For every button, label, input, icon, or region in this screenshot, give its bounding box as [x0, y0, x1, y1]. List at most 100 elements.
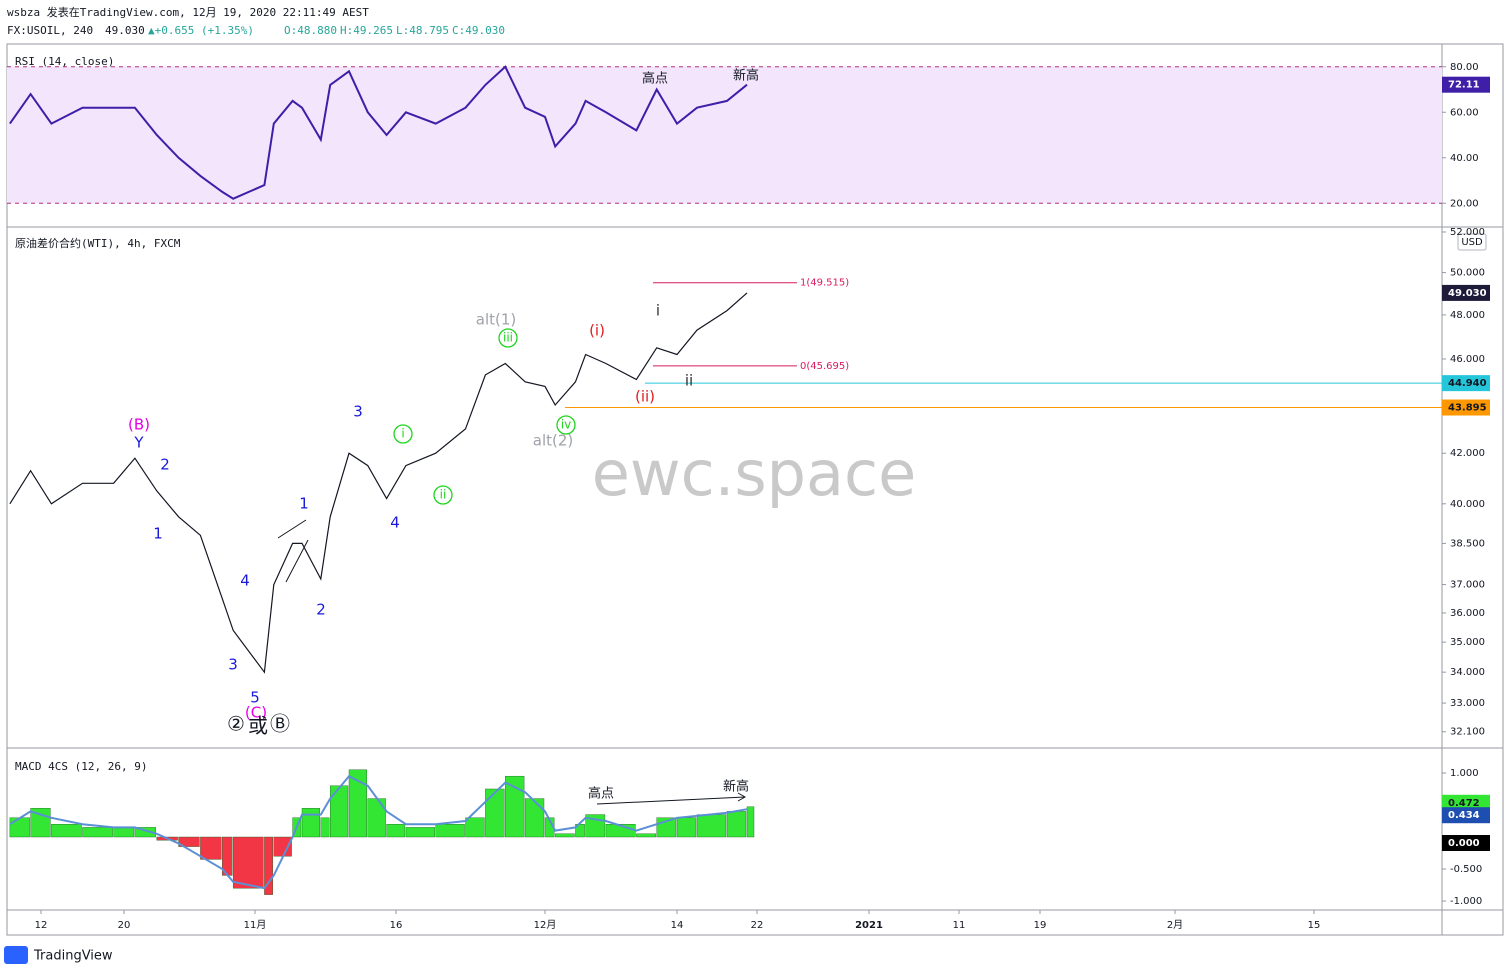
histogram-bar: [726, 811, 747, 838]
x-tick-label: 19: [1034, 920, 1047, 931]
histogram-bar: [505, 775, 525, 838]
price-tag: [1442, 399, 1490, 416]
histogram-bar: [367, 798, 386, 838]
line: [9, 65, 748, 200]
histogram-bar: [264, 836, 273, 895]
y-tick-label: 60.00: [1450, 107, 1479, 118]
ohlc: C:49.030: [452, 24, 505, 37]
wave-label: 2: [316, 601, 326, 619]
wave-label: 新高: [723, 779, 749, 795]
histogram-bar: [554, 833, 575, 838]
wave-label: Ⓑ: [270, 712, 290, 736]
price-tag-label: 0.434: [1448, 810, 1480, 821]
x-tick-label: 15: [1308, 920, 1321, 931]
wave-label: ii: [685, 372, 693, 390]
wave-label: 3: [353, 403, 363, 421]
histogram-bar: [178, 836, 200, 847]
histogram-bar: [696, 814, 727, 838]
histogram-bar: [301, 807, 320, 838]
y-tick-label: 42.000: [1450, 448, 1485, 459]
y-tick-label: 33.000: [1450, 698, 1485, 709]
currency: USD: [1461, 237, 1483, 248]
wave-label: (B): [128, 416, 150, 434]
histogram-bar: [113, 827, 135, 838]
line: [9, 292, 748, 674]
price-tag-label: 0.000: [1448, 838, 1480, 849]
arrow-head: [737, 792, 747, 802]
wave-label: 4: [240, 572, 250, 590]
histogram-bar: [485, 788, 505, 838]
fib-label: 0(45.695): [800, 361, 849, 372]
x-tick-label: 14: [671, 920, 684, 931]
last-price: 49.030: [105, 24, 145, 37]
y-tick-label: 32.100: [1450, 727, 1485, 738]
wave-label: i: [401, 427, 404, 441]
y-tick-label: 38.500: [1450, 538, 1485, 549]
price-tag-label: 44.940: [1448, 378, 1487, 389]
histogram-bar: [636, 833, 656, 838]
wave-label: (i): [589, 322, 605, 340]
x-tick-label: 20: [118, 920, 131, 931]
wave-label: 高点: [588, 786, 614, 802]
wave-label: Y: [133, 434, 144, 452]
ohlc: L:48.795: [396, 24, 449, 37]
histogram-bar: [51, 823, 82, 838]
x-tick-label: 11月: [244, 919, 267, 931]
x-tick-label: 2月: [1167, 919, 1183, 931]
y-tick-label: 40.000: [1450, 499, 1485, 510]
price-tag: [1442, 375, 1490, 392]
wave-label: (ii): [635, 388, 655, 406]
histogram-bar: [232, 836, 264, 889]
watermark: ewc.space: [592, 437, 917, 510]
fib-label: 1(49.515): [800, 278, 849, 289]
y-tick-label: 40.00: [1450, 153, 1479, 164]
x-tick-label: 22: [751, 920, 764, 931]
price-tag: [1442, 794, 1490, 811]
y-tick-label: -0.500: [1450, 864, 1482, 875]
histogram-bar: [330, 785, 349, 838]
wave-label: 高点: [642, 71, 668, 87]
y-tick-label: 48.000: [1450, 310, 1485, 321]
currency-box: [1457, 233, 1487, 251]
histogram-bar: [200, 836, 222, 860]
wave-label: 新高: [733, 68, 759, 84]
x-tick-label: 11: [953, 920, 966, 931]
histogram-bar: [524, 798, 545, 838]
wedge-line: [277, 519, 307, 539]
wave-label: iii: [503, 331, 513, 345]
change: ▲+0.655 (+1.35%): [148, 24, 254, 37]
histogram-bar: [435, 823, 465, 838]
ohlc: O:48.880: [284, 24, 337, 37]
price-tag-label: 72.11: [1448, 80, 1480, 91]
y-tick-label: 80.00: [1450, 62, 1479, 73]
pane-title: MACD 4CS (12, 26, 9): [15, 760, 147, 773]
histogram-bar: [82, 827, 113, 838]
y-tick-label: 35.000: [1450, 637, 1485, 648]
line: [9, 774, 748, 890]
x-tick-label: 16: [390, 920, 403, 931]
header-line: wsbza 发表在TradingView.com, 12月 19, 2020 2…: [7, 5, 369, 19]
wave-label: 4: [390, 514, 400, 532]
price-tag-label: 0.472: [1448, 798, 1480, 809]
pane-title: RSI (14, close): [15, 55, 114, 68]
wave-label: alt(1): [476, 311, 517, 329]
wave-label: 1: [299, 495, 309, 513]
wave-label: 2: [160, 456, 170, 474]
y-tick-label: 52.000: [1450, 227, 1485, 238]
price-tag: [1442, 76, 1490, 93]
circle-marker: [556, 415, 576, 435]
histogram-bar: [405, 827, 435, 838]
histogram-bar: [465, 817, 485, 838]
y-tick-label: 36.000: [1450, 608, 1485, 619]
circle-marker: [433, 485, 453, 505]
wave-label: 3: [228, 656, 238, 674]
x-tick-label: 2021: [855, 920, 883, 931]
histogram-bar: [746, 806, 755, 838]
y-tick-label: 46.000: [1450, 354, 1485, 365]
price-tag-label: 43.895: [1448, 403, 1487, 414]
wave-label: alt(2): [533, 432, 574, 450]
pane-title: 原油差价合约(WTI), 4h, FXCM: [15, 236, 181, 250]
histogram-bar: [348, 769, 367, 838]
wave-label: ②: [227, 712, 245, 736]
